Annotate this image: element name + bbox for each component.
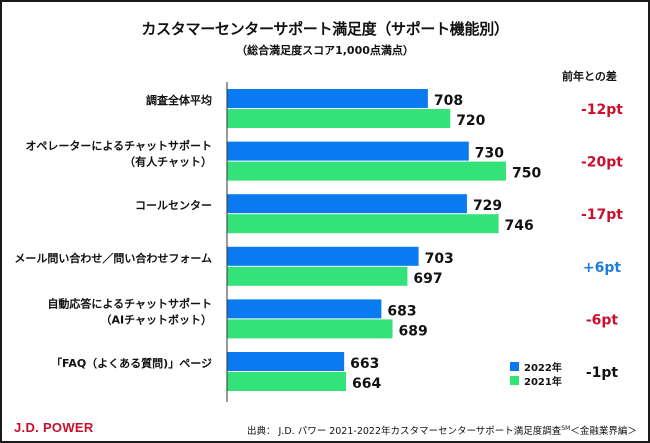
source-note: 出典： J.D. パワー 2021-2022年カスタマーセンターサポート満足度調… <box>247 423 637 437</box>
value-label: 697 <box>413 271 442 287</box>
diff-label: -17pt <box>581 207 623 223</box>
legend-label: 2022年 <box>524 361 562 374</box>
category-label: オペレーターによるチャットサポート <box>25 139 212 153</box>
bar-2021年-0 <box>227 109 451 128</box>
value-label: 683 <box>387 303 416 319</box>
value-label: 750 <box>512 166 541 182</box>
category-label: 自動応答によるチャットサポート <box>47 296 212 310</box>
bar-2022年-2 <box>227 194 467 214</box>
category-label: （有人チャット） <box>124 155 212 169</box>
value-label: 720 <box>456 113 485 129</box>
diff-column-header: 前年との差 <box>562 70 617 83</box>
value-label: 664 <box>352 376 381 392</box>
legend-swatch-2022年 <box>510 362 519 371</box>
jd-power-logo: J.D. POWER <box>14 420 94 435</box>
diff-label: +6pt <box>583 260 621 276</box>
category-label: （AIチャットボット） <box>101 312 213 326</box>
bar-2022年-4 <box>227 299 382 319</box>
category-label: コールセンター <box>135 199 212 212</box>
diff-label: -6pt <box>586 312 619 328</box>
bar-2021年-1 <box>227 161 506 181</box>
chart-title: カスタマーセンターサポート満足度（サポート機能別） <box>141 20 509 38</box>
legend-swatch-2021年 <box>510 376 519 385</box>
bar-2022年-5 <box>227 352 345 371</box>
value-label: 663 <box>350 356 379 372</box>
category-label: 「FAQ（よくある質問)」ページ <box>51 356 212 370</box>
value-label: 729 <box>473 198 502 214</box>
category-label: メール問い合わせ／問い合わせフォーム <box>14 251 212 265</box>
bar-2022年-0 <box>227 89 428 108</box>
category-label: 調査全体平均 <box>146 93 212 107</box>
value-label: 689 <box>399 323 428 339</box>
bar-2022年-3 <box>227 246 419 266</box>
bar-2021年-5 <box>227 372 347 391</box>
bar-2022年-1 <box>227 141 469 161</box>
service-mark: SM <box>561 424 571 432</box>
bar-2021年-4 <box>227 319 393 339</box>
source-suffix: ＜金融業界編＞ <box>570 426 637 437</box>
chart-subtitle: （総合満足度スコア1,000点満点） <box>236 44 414 57</box>
bar-2021年-3 <box>227 266 408 286</box>
legend-label: 2021年 <box>524 375 562 388</box>
diff-label: -1pt <box>586 365 619 381</box>
bar-2021年-2 <box>227 214 499 234</box>
value-label: 746 <box>505 218 534 234</box>
value-label: 730 <box>475 146 504 162</box>
diff-label: -12pt <box>581 102 623 118</box>
source-text: 出典： J.D. パワー 2021-2022年カスタマーセンターサポート満足度調… <box>247 426 562 437</box>
value-label: 708 <box>434 93 463 109</box>
value-label: 703 <box>425 251 454 267</box>
diff-label: -20pt <box>581 155 623 171</box>
